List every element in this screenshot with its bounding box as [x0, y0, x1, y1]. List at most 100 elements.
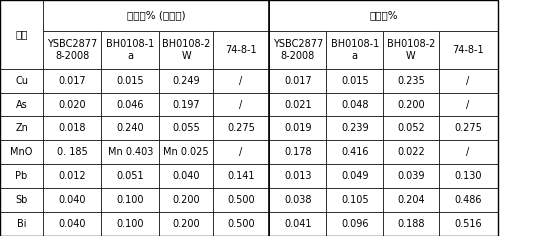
Text: 0.040: 0.040	[59, 195, 86, 205]
Text: 0.200: 0.200	[173, 219, 200, 229]
Text: Zn: Zn	[15, 123, 28, 133]
Bar	[159, 188, 213, 212]
Text: 测定值%: 测定值%	[369, 10, 398, 20]
Text: 0.040: 0.040	[173, 171, 200, 181]
Text: 0.240: 0.240	[117, 123, 144, 133]
Bar	[269, 116, 326, 140]
Text: 0.048: 0.048	[341, 100, 368, 110]
Text: BH0108-2
W: BH0108-2 W	[387, 39, 435, 60]
Text: 0.200: 0.200	[173, 195, 200, 205]
Text: 0.022: 0.022	[397, 147, 425, 157]
Text: Mn 0.025: Mn 0.025	[163, 147, 209, 157]
Bar	[0, 0, 43, 69]
Text: 0.100: 0.100	[117, 219, 144, 229]
Bar	[159, 93, 213, 116]
Bar	[383, 93, 439, 116]
Text: BH0108-2
W: BH0108-2 W	[162, 39, 210, 60]
Bar	[159, 140, 213, 164]
Text: 0.020: 0.020	[59, 100, 86, 110]
Text: Pb: Pb	[15, 171, 28, 181]
Bar	[326, 69, 383, 93]
Text: 0.188: 0.188	[397, 219, 425, 229]
Bar	[101, 69, 159, 93]
Bar	[439, 188, 498, 212]
Bar	[269, 164, 326, 188]
Text: 0.049: 0.049	[341, 171, 368, 181]
Bar	[159, 212, 213, 236]
Bar	[43, 69, 101, 93]
Bar	[439, 31, 498, 69]
Text: 74-8-1: 74-8-1	[452, 45, 484, 55]
Bar	[101, 212, 159, 236]
Bar	[43, 93, 101, 116]
Bar	[159, 164, 213, 188]
Bar	[326, 31, 383, 69]
Bar	[43, 164, 101, 188]
Bar	[269, 212, 326, 236]
Text: 0.500: 0.500	[227, 219, 255, 229]
Bar	[326, 116, 383, 140]
Bar	[101, 31, 159, 69]
Text: 0.141: 0.141	[227, 171, 255, 181]
Bar	[326, 93, 383, 116]
Bar	[101, 164, 159, 188]
Text: 0.051: 0.051	[117, 171, 144, 181]
Text: 0.275: 0.275	[227, 123, 255, 133]
Bar	[101, 140, 159, 164]
Text: YSBC2877
8-2008: YSBC2877 8-2008	[273, 39, 323, 60]
Text: 0.039: 0.039	[397, 171, 425, 181]
Text: BH0108-1
a: BH0108-1 a	[331, 39, 379, 60]
Bar	[0, 140, 43, 164]
Text: 0.500: 0.500	[227, 195, 255, 205]
Text: 认定值% (加标量): 认定值% (加标量)	[127, 10, 186, 20]
Text: 0.040: 0.040	[59, 219, 86, 229]
Text: /: /	[239, 76, 243, 86]
Bar	[43, 0, 269, 31]
Text: 0.017: 0.017	[59, 76, 86, 86]
Text: 0. 185: 0. 185	[57, 147, 87, 157]
Bar	[159, 116, 213, 140]
Text: 0.235: 0.235	[397, 76, 425, 86]
Text: YSBC2877
8-2008: YSBC2877 8-2008	[47, 39, 97, 60]
Text: 0.015: 0.015	[341, 76, 368, 86]
Text: 0.015: 0.015	[117, 76, 144, 86]
Text: 0.197: 0.197	[173, 100, 200, 110]
Bar	[0, 164, 43, 188]
Text: 0.239: 0.239	[341, 123, 368, 133]
Text: 0.130: 0.130	[455, 171, 482, 181]
Bar	[269, 31, 326, 69]
Text: BH0108-1
a: BH0108-1 a	[106, 39, 154, 60]
Bar	[0, 188, 43, 212]
Bar	[43, 31, 101, 69]
Text: 0.178: 0.178	[284, 147, 311, 157]
Text: As: As	[15, 100, 28, 110]
Bar	[383, 140, 439, 164]
Text: Cu: Cu	[15, 76, 28, 86]
Text: 0.041: 0.041	[284, 219, 311, 229]
Bar	[269, 69, 326, 93]
Text: /: /	[239, 147, 243, 157]
Bar	[0, 116, 43, 140]
Text: 0.275: 0.275	[454, 123, 482, 133]
Bar	[0, 69, 43, 93]
Bar	[383, 188, 439, 212]
Bar	[213, 31, 269, 69]
Bar	[383, 164, 439, 188]
Bar	[213, 212, 269, 236]
Text: Bi: Bi	[17, 219, 27, 229]
Text: 0.038: 0.038	[284, 195, 311, 205]
Text: 0.012: 0.012	[59, 171, 86, 181]
Text: /: /	[467, 76, 469, 86]
Text: 0.096: 0.096	[341, 219, 368, 229]
Bar	[383, 69, 439, 93]
Bar	[213, 188, 269, 212]
Bar	[269, 140, 326, 164]
Text: 0.204: 0.204	[397, 195, 425, 205]
Text: /: /	[467, 100, 469, 110]
Bar	[326, 140, 383, 164]
Bar	[383, 116, 439, 140]
Bar	[439, 212, 498, 236]
Text: /: /	[467, 147, 469, 157]
Bar	[0, 93, 43, 116]
Text: 74-8-1: 74-8-1	[225, 45, 257, 55]
